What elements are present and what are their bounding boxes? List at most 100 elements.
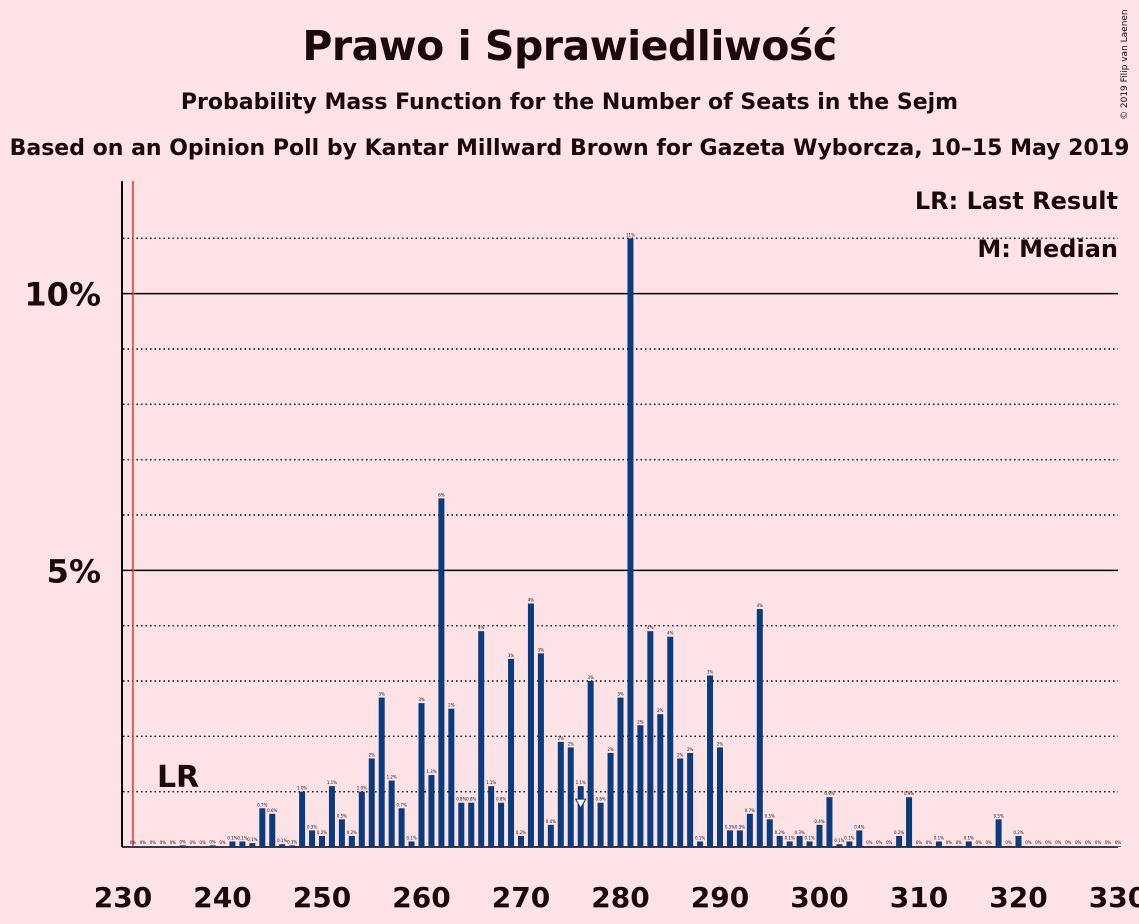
bar-324 (1055, 846, 1062, 847)
bar-value-label: 0.1% (695, 835, 705, 840)
bar-value-label: 0% (956, 840, 963, 845)
bar-value-label: 1.3% (426, 769, 436, 774)
bar-value-label: 0% (1045, 840, 1052, 845)
bar-311 (925, 845, 932, 847)
bar-316 (975, 845, 982, 847)
bar-value-label: 0.2% (894, 830, 904, 835)
bar-293 (746, 813, 753, 847)
bar-value-label: 0.1% (247, 837, 257, 842)
bar-296 (776, 835, 783, 847)
x-tick-label: 320 (989, 881, 1047, 914)
bar-value-label: 2% (677, 752, 684, 757)
bar-237 (189, 846, 196, 847)
bar-value-label: 0.1% (804, 835, 814, 840)
bar-241 (229, 841, 236, 847)
bar-275 (567, 747, 574, 847)
bar-value-label: 2% (657, 708, 664, 713)
bar-268 (498, 802, 505, 847)
bar-value-label: 0.1% (406, 835, 416, 840)
bar-value-label: 0% (199, 840, 206, 845)
bar-value-label: 2% (687, 747, 694, 752)
bar-302 (836, 844, 843, 847)
bar-294 (756, 609, 763, 847)
bar-246 (279, 844, 286, 847)
bar-323 (1045, 845, 1052, 847)
bar-234 (159, 846, 166, 847)
bar-250 (319, 835, 325, 847)
bar-261 (428, 775, 435, 847)
bar-291 (726, 830, 733, 847)
bar-value-label: 6% (438, 492, 445, 497)
legend-last-result: LR: Last Result (915, 187, 1118, 215)
bar-value-label: 0% (1005, 840, 1012, 845)
bar-value-label: 0% (189, 840, 196, 845)
bar-value-label: 0.1% (964, 835, 974, 840)
bar-value-label: 0.5% (765, 813, 775, 818)
bar-282 (637, 725, 644, 847)
bar-value-label: 0.9% (824, 791, 834, 796)
bar-value-label: 0% (1095, 840, 1102, 845)
bar-value-label: 0.4% (854, 824, 864, 829)
bar-266 (478, 631, 485, 847)
bar-295 (766, 819, 773, 847)
legend-median: M: Median (977, 235, 1118, 263)
bar-value-label: 0% (1025, 840, 1032, 845)
bar-value-label: 3% (508, 653, 515, 658)
bar-value-label: 0.1% (844, 835, 854, 840)
bar-value-label: 0% (876, 840, 883, 845)
bar-244 (259, 808, 266, 847)
bar-255 (368, 758, 375, 847)
bar-322 (1035, 846, 1042, 847)
bar-285 (667, 636, 674, 847)
bar-286 (677, 758, 684, 847)
x-tick-label: 240 (193, 881, 251, 914)
bar-value-label: 0% (150, 840, 157, 845)
bar-value-label: 2% (448, 703, 455, 708)
bar-274 (557, 741, 564, 847)
bar-297 (786, 841, 793, 847)
bar-278 (597, 802, 604, 847)
bar-value-label: 3% (587, 675, 594, 680)
bar-239 (209, 845, 216, 847)
bar-value-label: 0.4% (546, 819, 556, 824)
bar-309 (906, 797, 913, 847)
bar-288 (697, 841, 704, 847)
bar-value-label: 0% (916, 840, 923, 845)
bar-253 (348, 835, 355, 847)
bar-292 (736, 830, 743, 847)
median-marker (574, 798, 587, 810)
bar-value-label: 11% (626, 232, 635, 237)
bar-263 (448, 708, 455, 847)
bar-value-label: 1.1% (486, 780, 496, 785)
bar-value-label: 0% (926, 840, 933, 845)
bar-value-label: 0.3% (795, 830, 805, 835)
bar-306 (876, 845, 883, 847)
bar-value-label: 3% (379, 692, 386, 697)
bar-value-label: 0.1% (287, 839, 297, 844)
x-tick-label: 260 (392, 881, 450, 914)
bar-value-label: 4% (528, 598, 535, 603)
x-tick-label: 300 (790, 881, 848, 914)
x-tick-label: 330 (1089, 881, 1139, 914)
bar-value-label: 0.1% (227, 835, 237, 840)
bar-value-label: 0.8% (466, 797, 476, 802)
bar-290 (717, 747, 723, 847)
bar-320 (1015, 835, 1022, 847)
bar-value-label: 0.2% (516, 830, 526, 835)
bar-245 (269, 813, 276, 847)
bar-330 (1115, 846, 1121, 847)
bar-258 (398, 808, 405, 847)
bar-299 (806, 841, 813, 847)
bar-value-label: 1.0% (357, 786, 367, 791)
bar-value-label: 1.2% (387, 775, 397, 780)
bar-value-label: 0% (140, 840, 147, 845)
x-tick-label: 310 (890, 881, 948, 914)
bar-298 (796, 835, 803, 847)
x-tick-label: 250 (293, 881, 351, 914)
bar-236 (179, 845, 186, 847)
x-tick-label: 290 (691, 881, 749, 914)
chart-subtitle: Probability Mass Function for the Number… (180, 90, 959, 115)
bar-value-label: 0% (886, 840, 893, 845)
bar-232 (139, 846, 146, 847)
bar-value-label: 3% (707, 669, 714, 674)
